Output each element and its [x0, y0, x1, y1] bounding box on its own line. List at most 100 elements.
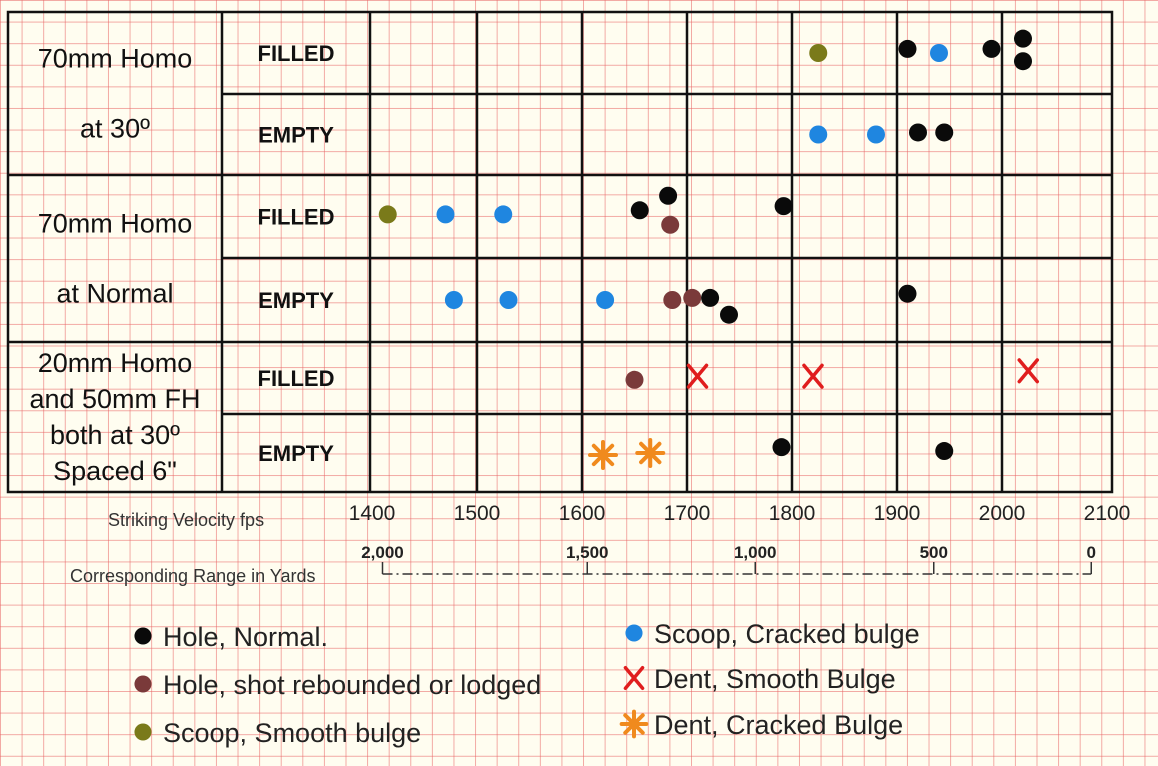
marker-hole-normal: [1014, 29, 1032, 48]
legend-label: Scoop, Cracked bulge: [654, 619, 920, 649]
group-label: both at 30º: [50, 420, 180, 450]
marker-hole-normal: [774, 197, 793, 216]
data-point: [630, 201, 649, 220]
data-point: [935, 123, 954, 142]
range-tick-label: 1,000: [734, 543, 777, 562]
group-label: 70mm Homo: [38, 209, 193, 239]
marker-hole-rebound: [663, 291, 682, 309]
range-tick-label: 0: [1087, 543, 1096, 562]
marker-scoop-cracked: [930, 44, 948, 62]
range-tick-label: 2,000: [361, 543, 404, 562]
row-label: FILLED: [258, 205, 335, 230]
x-tick-label: 1900: [874, 502, 921, 525]
range-tick-label: 500: [920, 543, 948, 562]
data-point: [686, 363, 709, 389]
data-point: [772, 438, 791, 457]
data-point: [494, 205, 513, 224]
data-point: [588, 439, 618, 470]
marker-scoop-cracked: [596, 291, 615, 309]
marker-dent-smooth: [686, 363, 709, 389]
group-label: at Normal: [56, 279, 173, 309]
data-point: [499, 291, 518, 309]
marker-hole-normal: [659, 186, 678, 205]
x-tick-label: 1600: [559, 502, 606, 525]
range-tick-label: 1,500: [566, 543, 609, 562]
data-point: [596, 291, 615, 309]
data-point: [661, 215, 680, 234]
x-tick-label: 1400: [349, 502, 396, 525]
row-labels: 70mm Homo at 30º FILLED EMPTY 70mm Homo at No…: [29, 41, 334, 486]
marker-stroke: [802, 363, 824, 389]
group-label: and 50mm FH: [29, 384, 200, 414]
marker-scoop-smooth: [809, 44, 828, 62]
marker-hole-normal: [630, 201, 649, 220]
x-tick-label: 1700: [664, 502, 711, 525]
x-tick-label: 2000: [979, 502, 1026, 525]
chart-border: [6, 10, 1114, 494]
data-point: [935, 442, 954, 461]
marker-hole-normal: [720, 305, 738, 324]
data-point: [1014, 29, 1032, 48]
range-axis: 2,000 1,500 1,000 500 0 Corresponding Range i…: [70, 543, 1096, 586]
data-point: [867, 125, 885, 144]
marker-stroke: [623, 713, 645, 735]
row-label: EMPTY: [258, 288, 334, 313]
marker-hole-rebound: [134, 675, 152, 693]
marker-hole-normal: [898, 39, 917, 58]
marker-stroke: [623, 665, 645, 691]
marker-hole-normal: [701, 288, 720, 307]
legend-label: Dent, Smooth Bulge: [654, 664, 896, 694]
x-tick-label: 1500: [454, 502, 501, 525]
data-points: [378, 29, 1039, 470]
data-point: [701, 288, 720, 307]
row-label: EMPTY: [258, 441, 334, 466]
legend-item: Hole, Normal.: [134, 622, 328, 652]
marker-stroke: [639, 441, 662, 465]
marker-stroke: [686, 363, 709, 389]
marker-stroke: [1017, 358, 1039, 384]
x-axis: 1400 1500 1600 1700 1800 1900 2000 2100 Striking…: [108, 502, 1130, 530]
marker-hole-normal: [898, 284, 917, 303]
data-point: [898, 39, 917, 58]
marker-hole-normal: [909, 123, 927, 142]
marker-scoop-cracked: [809, 125, 828, 144]
data-point: [1017, 358, 1039, 384]
marker-dent-cracked: [588, 439, 618, 470]
row-label: EMPTY: [258, 123, 334, 148]
x-tick-label: 2100: [1084, 502, 1131, 525]
marker-hole-normal: [935, 123, 954, 142]
data-point: [982, 39, 1001, 58]
marker-scoop-cracked: [499, 291, 518, 309]
legend-label: Hole, Normal.: [163, 622, 328, 652]
marker-hole-normal: [772, 438, 791, 457]
legend-label: Scoop, Smooth bulge: [163, 718, 421, 748]
marker-scoop-smooth: [134, 723, 152, 741]
data-point: [663, 291, 682, 309]
data-point: [444, 291, 463, 309]
x-tick-label: 1800: [769, 502, 816, 525]
data-point: [809, 44, 828, 62]
legend-item: Hole, shot rebounded or lodged: [134, 670, 541, 700]
marker-hole-rebound: [683, 288, 702, 307]
data-point: [802, 363, 824, 389]
data-point: [436, 205, 455, 224]
data-point: [659, 186, 678, 205]
marker-dent-cracked: [619, 709, 649, 739]
marker-hole-rebound: [625, 370, 644, 389]
data-point: [1014, 52, 1032, 71]
group-label: 20mm Homo: [38, 348, 193, 378]
marker-scoop-cracked: [436, 205, 455, 224]
legend: Hole, Normal. Hole, shot rebounded or lod…: [134, 619, 920, 748]
marker-hole-normal: [134, 627, 152, 645]
data-point: [720, 305, 738, 324]
marker-scoop-cracked: [867, 125, 885, 144]
marker-hole-rebound: [661, 215, 680, 234]
marker-scoop-cracked: [494, 205, 513, 224]
chart-grid: [6, 10, 1114, 494]
marker-stroke: [591, 443, 615, 467]
data-point: [683, 288, 702, 307]
data-point: [774, 197, 793, 216]
legend-item: Scoop, Smooth bulge: [134, 718, 421, 748]
group-label: at 30º: [80, 114, 150, 144]
group-label: 70mm Homo: [38, 44, 193, 74]
